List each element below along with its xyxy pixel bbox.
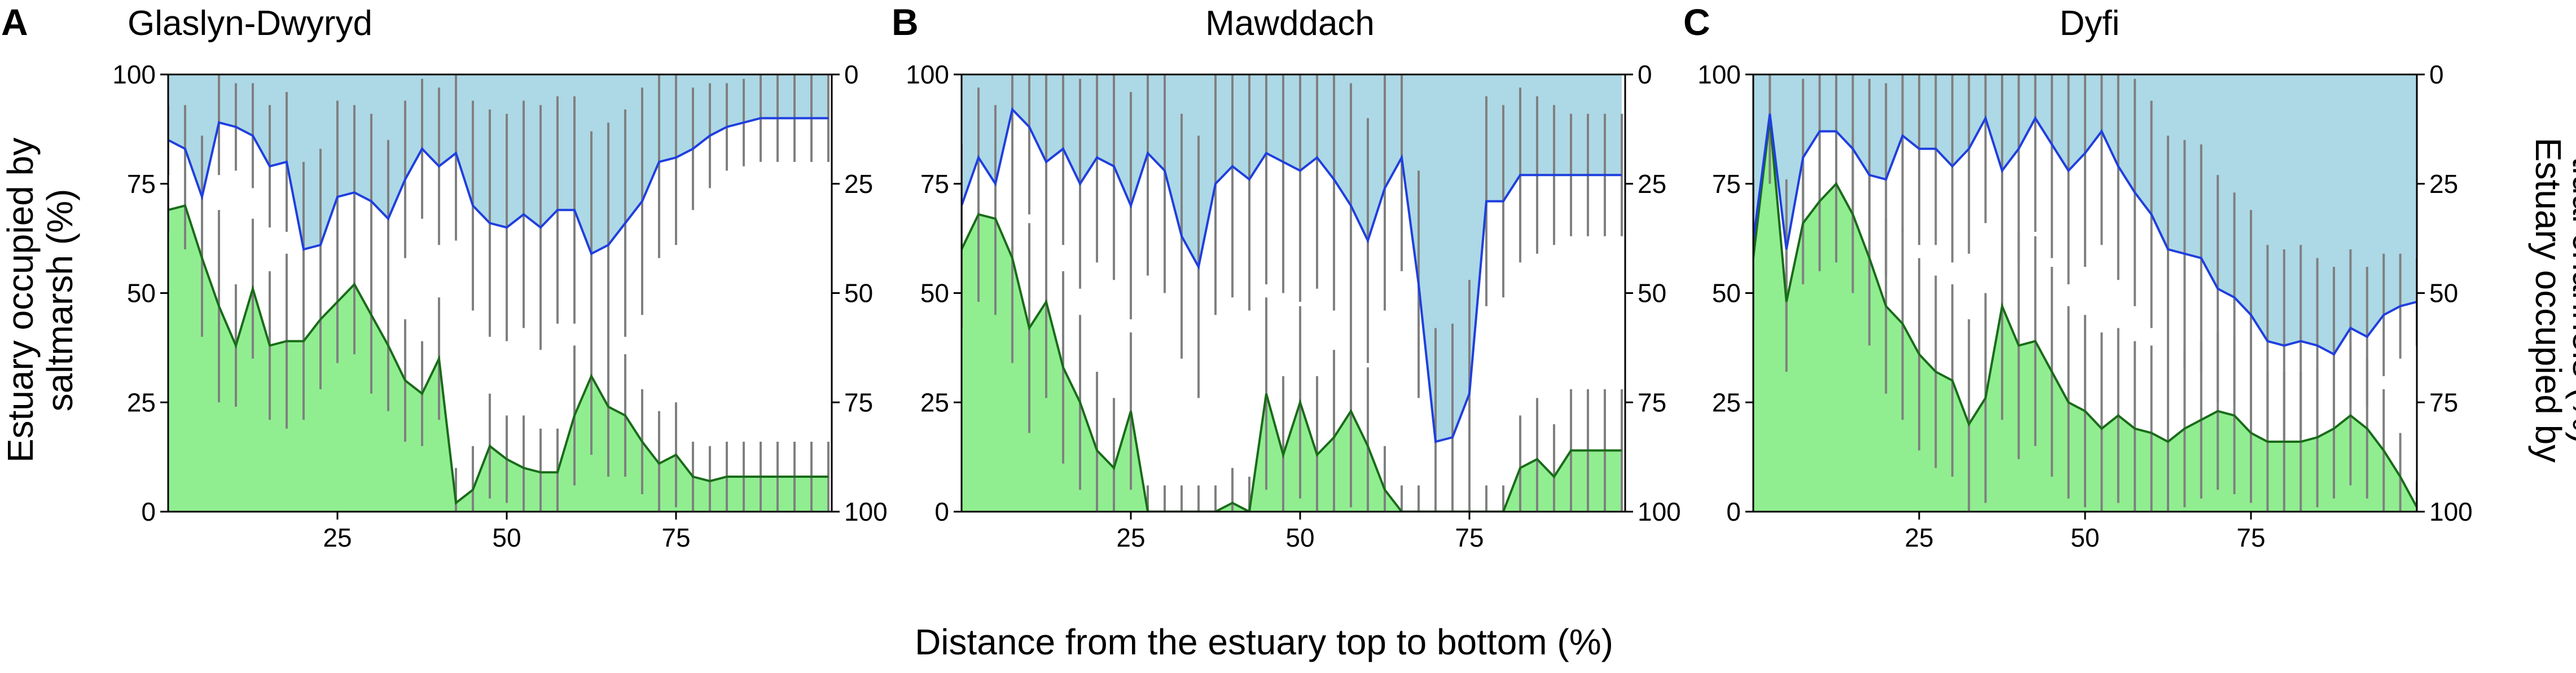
y-axis-label-right-line-2: tidal channels (%)	[2565, 157, 2576, 444]
x-tick-label: 50	[1285, 523, 1314, 552]
y2-tick-label: 50	[1638, 279, 1666, 308]
y-tick-label: 0	[934, 497, 949, 526]
x-axis-label: Distance from the estuary top to bottom …	[915, 622, 1613, 662]
saltmarsh-area	[962, 214, 1622, 512]
y-tick-label: 100	[1697, 60, 1741, 89]
y2-tick-label: 50	[844, 279, 873, 308]
y2-tick-label: 25	[2429, 169, 2458, 199]
y-tick-label: 25	[127, 388, 156, 417]
y-axis-label-left-line-1: Estuary occupied by	[0, 138, 41, 463]
y-tick-label: 50	[127, 279, 156, 308]
y-tick-label: 100	[112, 60, 156, 89]
y-tick-label: 0	[141, 497, 156, 526]
panel-b: B Mawddach 0 25 50 75 100 0 25 50 75 100 25 50 75	[892, 1, 1681, 552]
y2-tick-label: 0	[1638, 60, 1652, 89]
tidal-channels-area	[168, 74, 828, 254]
y2-tick-label: 75	[1638, 388, 1666, 417]
y2-tick-label: 0	[844, 60, 859, 89]
y-tick-label: 50	[1712, 279, 1741, 308]
saltmarsh-line	[962, 213, 1622, 512]
y2-tick-label: 100	[844, 497, 888, 526]
x-tick-label: 50	[492, 523, 521, 552]
x-tick-label: 50	[2070, 523, 2099, 552]
y2-tick-label: 0	[2429, 60, 2444, 89]
x-tick-label: 25	[1116, 523, 1145, 552]
plot-area	[168, 74, 830, 512]
panel-a-letter: A	[1, 1, 28, 43]
y-tick-label: 75	[1712, 169, 1741, 199]
x-tick-label: 25	[1904, 523, 1933, 552]
y-tick-label: 75	[127, 169, 156, 199]
saltmarsh-area	[168, 205, 828, 512]
panel-b-title: Mawddach	[1205, 4, 1375, 43]
panel-a: A Glaslyn-Dwyryd 0 25 50 75 100 0 25 50 75 100 25 5…	[1, 1, 888, 552]
y-tick-label: 75	[920, 169, 949, 199]
y2-tick-label: 75	[2429, 388, 2458, 417]
y-axis-label-left-line-2: saltmarsh (%)	[40, 189, 80, 412]
panel-c: C Dyfi 0 25 50 75 100 0 25 50 75 100 25 50 75	[1683, 1, 2473, 552]
x-tick-label: 25	[323, 523, 352, 552]
y2-tick-label: 25	[844, 169, 873, 199]
tidal-channels-area	[962, 74, 1622, 442]
y2-tick-label: 75	[844, 388, 873, 417]
panel-b-letter: B	[892, 1, 919, 43]
saltmarsh-line	[1753, 118, 2417, 508]
y-tick-label: 100	[906, 60, 949, 89]
y-axis-label-right-line-1: Estuary occupied by	[2528, 138, 2569, 463]
x-tick-label: 75	[1455, 523, 1484, 552]
tidal-channels-line	[1753, 113, 2417, 356]
plot-area	[962, 74, 1623, 512]
x-tick-label: 75	[2236, 523, 2265, 552]
panel-c-title: Dyfi	[2060, 4, 2120, 43]
panel-c-letter: C	[1683, 1, 1710, 43]
y-tick-label: 25	[920, 388, 949, 417]
y2-tick-label: 100	[2429, 497, 2473, 526]
saltmarsh-line	[168, 204, 828, 505]
plot-area	[1753, 74, 2417, 512]
y2-tick-label: 25	[1638, 169, 1666, 199]
panel-a-title: Glaslyn-Dwyryd	[128, 4, 372, 43]
x-tick-label: 75	[661, 523, 690, 552]
tidal-channels-line	[962, 107, 1622, 443]
y-tick-label: 0	[1726, 497, 1741, 526]
y-tick-label: 25	[1712, 388, 1741, 417]
y2-tick-label: 50	[2429, 279, 2458, 308]
tidal-channels-line	[168, 117, 828, 256]
y-tick-label: 50	[920, 279, 949, 308]
y2-tick-label: 100	[1638, 497, 1681, 526]
